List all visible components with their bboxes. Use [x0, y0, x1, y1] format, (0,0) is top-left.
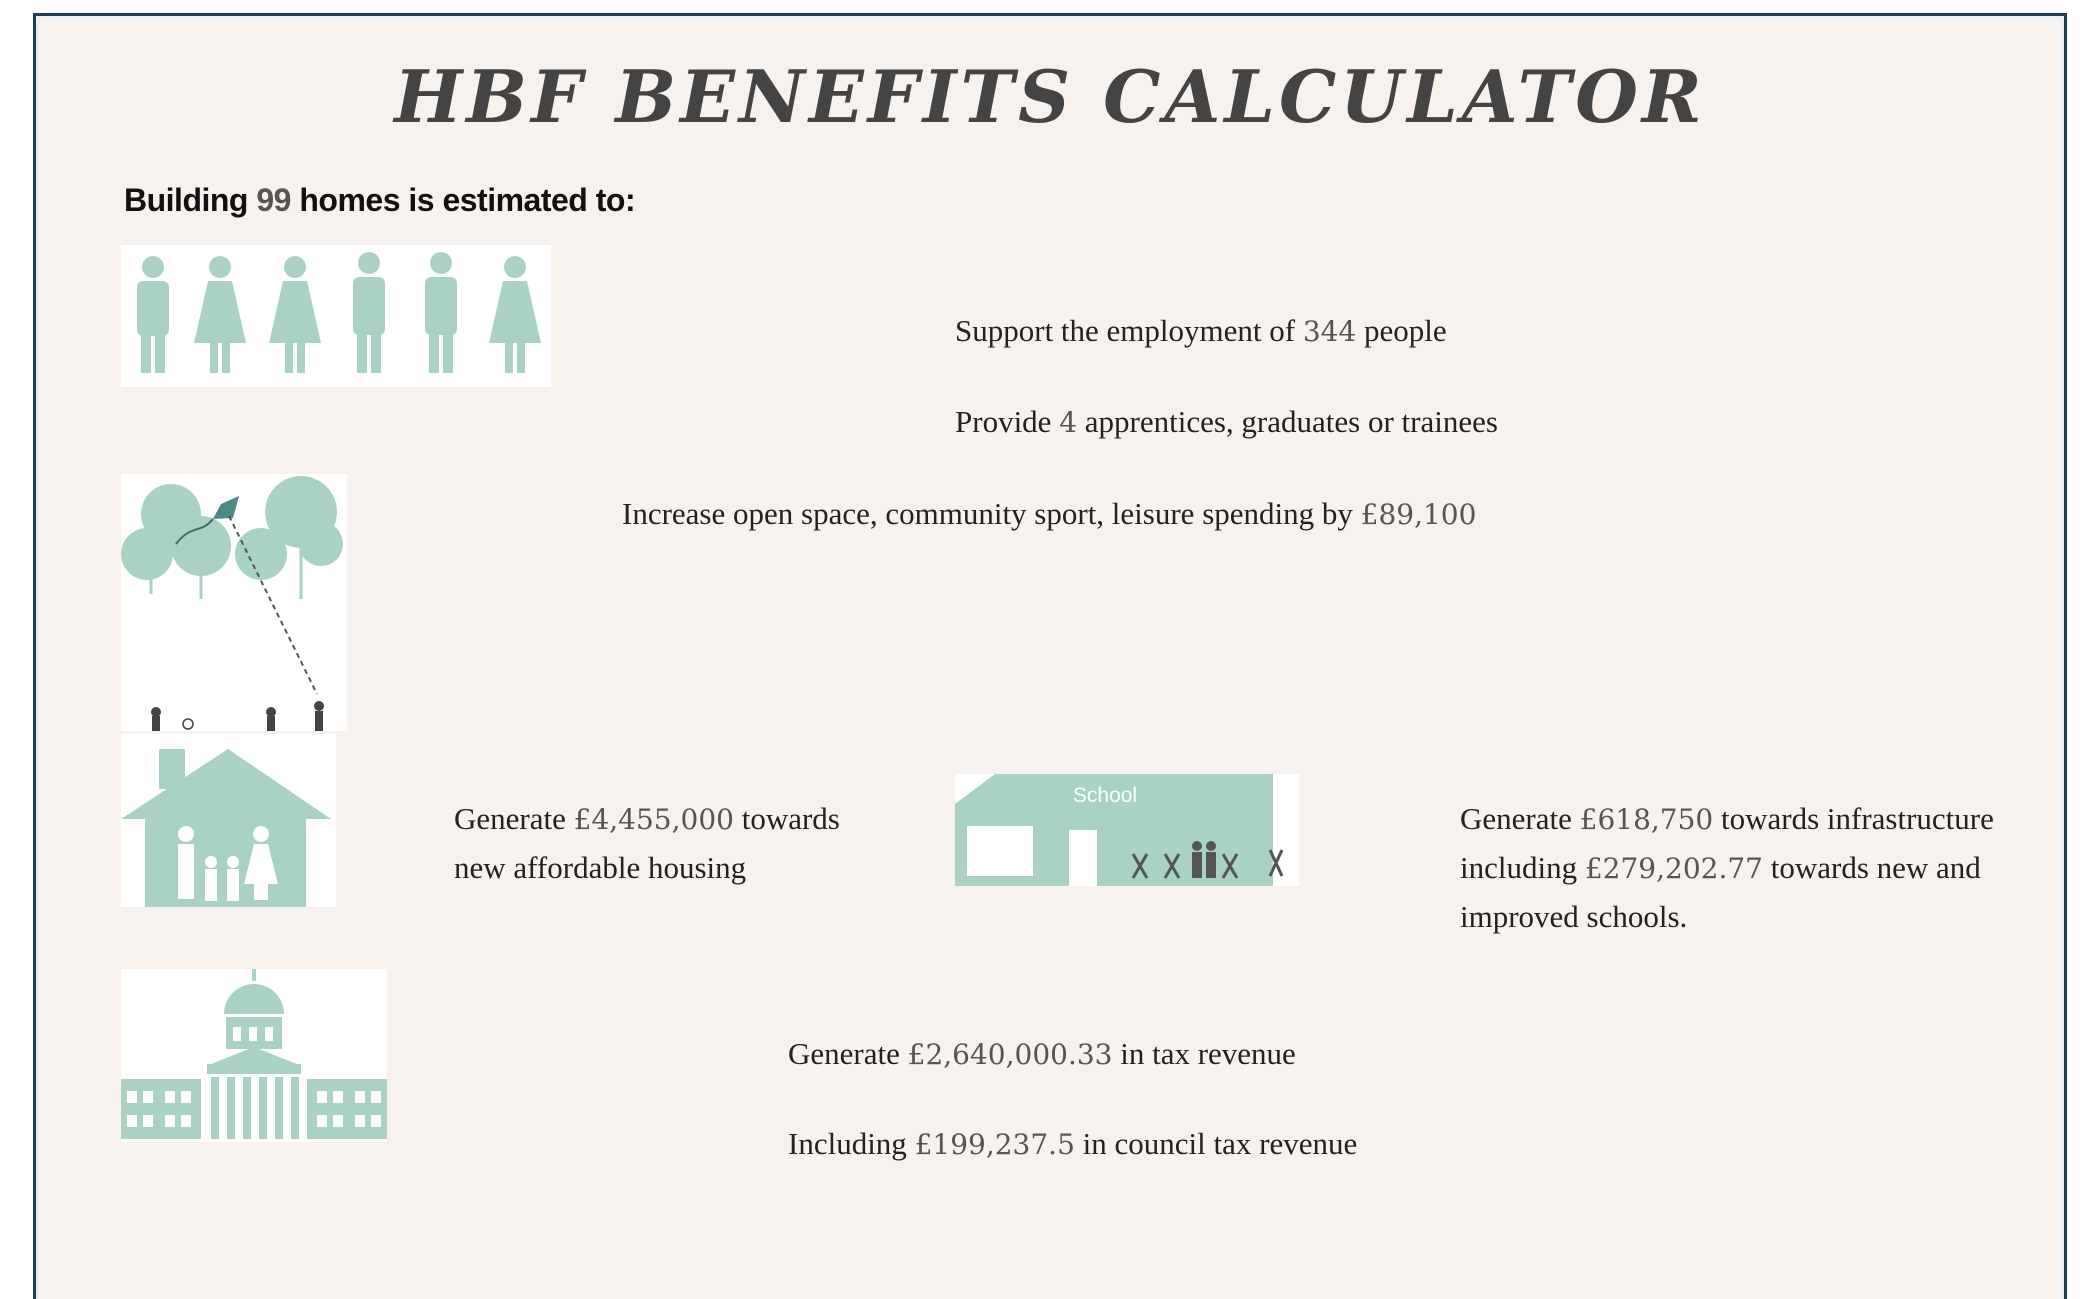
text: Including — [788, 1126, 907, 1161]
infrastructure-line: Generate £618,750 towards infrastructure… — [1460, 795, 2040, 941]
value: £89,100 — [1361, 498, 1477, 531]
employment-line: Support the employment of 344 people — [955, 307, 1447, 356]
text: Generate — [1460, 801, 1572, 836]
value: 4 — [1059, 406, 1077, 439]
text: in tax revenue — [1120, 1036, 1296, 1071]
building-icon — [121, 969, 387, 1142]
school-label: School — [1073, 784, 1137, 807]
text: apprentices, graduates or trainees — [1085, 404, 1498, 439]
value: £4,455,000 — [574, 803, 734, 836]
apprentices-line: Provide 4 apprentices, graduates or trai… — [955, 398, 1498, 447]
homes-count: 99 — [256, 182, 291, 218]
text: Increase open space, community sport, le… — [622, 496, 1353, 531]
calculator-panel: HBF BENEFITS CALCULATOR Building 99 home… — [33, 13, 2067, 1299]
park-icon — [121, 474, 347, 731]
value: £279,202.77 — [1585, 852, 1763, 885]
value: £199,237.5 — [915, 1128, 1075, 1161]
text: Generate — [454, 801, 566, 836]
intro-text: homes is estimated to: — [299, 182, 635, 218]
open-space-line: Increase open space, community sport, le… — [622, 490, 1476, 539]
text: Support the employment of — [955, 313, 1295, 348]
value: 344 — [1303, 315, 1356, 348]
council-tax-line: Including £199,237.5 in council tax reve… — [788, 1120, 1357, 1169]
page-body: HBF BENEFITS CALCULATOR Building 99 home… — [0, 0, 2084, 1299]
text: in council tax revenue — [1083, 1126, 1358, 1161]
text: Generate — [788, 1036, 900, 1071]
text: Provide — [955, 404, 1051, 439]
text: people — [1364, 313, 1447, 348]
intro: Building 99 homes is estimated to: — [124, 182, 635, 219]
house-icon — [121, 734, 336, 907]
value: £2,640,000.33 — [908, 1038, 1113, 1071]
affordable-housing-line: Generate £4,455,000 towards new affordab… — [454, 795, 874, 892]
page: HBF Benefits Calculator {"header":{"titl… — [0, 0, 2084, 1299]
title: HBF BENEFITS CALCULATOR — [36, 54, 2064, 139]
value: £618,750 — [1580, 803, 1714, 836]
people-icon — [121, 245, 551, 387]
school-icon: School — [955, 774, 1299, 886]
intro-text: Building — [124, 182, 248, 218]
tax-line: Generate £2,640,000.33 in tax revenue — [788, 1030, 1296, 1079]
